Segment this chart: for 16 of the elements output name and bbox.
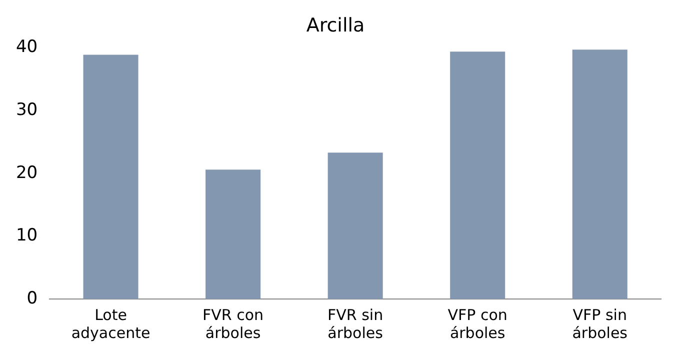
chart-title: Arcilla (306, 14, 365, 36)
y-tick-label: 30 (16, 100, 38, 120)
x-tick-label: FVR con árboles (202, 306, 264, 342)
bar (450, 52, 506, 299)
y-tick-label: 10 (16, 226, 38, 246)
x-tick-label: FVR sin árboles (328, 306, 384, 342)
x-tick-label: VFP con árboles (448, 306, 508, 342)
bar (572, 50, 628, 299)
bar (328, 152, 383, 299)
bar (83, 54, 138, 299)
y-tick-label: 0 (26, 288, 38, 308)
x-tick-label: VFP sin árboles (572, 306, 628, 342)
y-tick-label: 20 (16, 162, 38, 183)
y-tick-label: 40 (16, 37, 38, 58)
bar (206, 170, 261, 299)
x-tick-label: Lote adyacente (71, 306, 150, 342)
